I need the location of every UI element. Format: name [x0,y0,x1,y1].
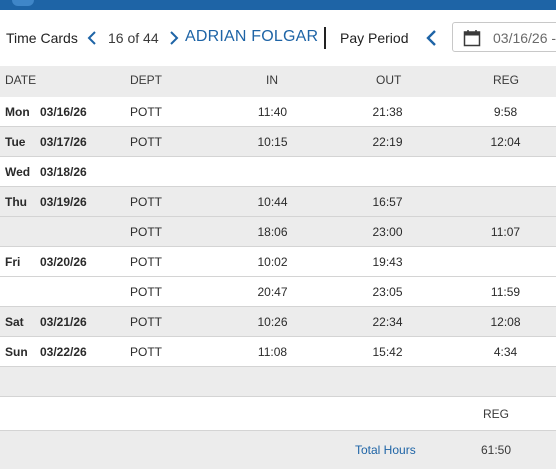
cell-reg: 9:58 [493,105,518,119]
table-row[interactable]: Mon 03/16/26 POTT 11:40 21:38 9:58 [0,97,556,127]
cell-date: 03/16/26 [40,105,87,119]
cell-day: Sat [5,315,24,329]
column-header-out: OUT [376,73,402,87]
cell-in: 20:47 [257,285,288,299]
cell-in: 10:15 [257,135,288,149]
cell-in: 11:40 [257,105,288,119]
cell-reg: 4:34 [493,345,518,359]
cell-day: Thu [5,195,27,209]
time-card-table-body: Mon 03/16/26 POTT 11:40 21:38 9:58 Tue 0… [0,97,556,367]
app-top-bar [0,0,556,10]
pay-period-date-value: 03/16/26 - [493,30,556,46]
cell-reg: 12:08 [490,315,521,329]
cell-dept: POTT [130,345,162,359]
record-counter: 16 of 44 [108,30,159,46]
cell-out: 16:57 [372,195,403,209]
toolbar-divider [324,27,326,49]
cell-in: 10:02 [257,255,288,269]
employee-name-link[interactable]: ADRIAN FOLGAR [185,28,319,45]
total-hours-row: Total Hours 61:50 [0,431,556,469]
cell-out: 15:42 [372,345,403,359]
table-row[interactable]: Thu 03/19/26 POTT 10:44 16:57 [0,187,556,217]
cell-reg: 12:04 [490,135,521,149]
cell-date: 03/18/26 [40,165,87,179]
calendar-icon [463,30,481,47]
summary-header: REG [0,397,556,431]
cell-dept: POTT [130,195,162,209]
cell-day: Wed [5,165,31,179]
cell-in: 11:08 [257,345,288,359]
cell-in: 10:44 [257,195,288,209]
cell-day: Mon [5,105,30,119]
cell-dept: POTT [130,225,162,239]
cell-out: 23:00 [372,225,403,239]
app-logo-icon [12,0,34,6]
cell-date: 03/20/26 [40,255,87,269]
table-row[interactable]: POTT 18:06 23:00 11:07 [0,217,556,247]
pay-period-label: Pay Period [340,30,409,46]
cell-date: 03/22/26 [40,345,87,359]
column-header-reg: REG [493,73,520,87]
cell-reg: 11:59 [490,285,521,299]
total-hours-value: 61:50 [481,443,512,457]
total-hours-label: Total Hours [355,443,416,457]
cell-date: 03/21/26 [40,315,87,329]
table-row[interactable]: Sat 03/21/26 POTT 10:26 22:34 12:08 [0,307,556,337]
cell-out: 22:19 [372,135,403,149]
cell-in: 18:06 [257,225,288,239]
cell-reg: 11:07 [490,225,521,239]
column-header-in: IN [266,73,278,87]
previous-period-icon[interactable] [423,27,441,49]
cell-out: 23:05 [372,285,403,299]
table-row[interactable]: Tue 03/17/26 POTT 10:15 22:19 12:04 [0,127,556,157]
table-header: DATE DEPT IN OUT REG [0,66,556,98]
cell-dept: POTT [130,315,162,329]
column-header-date: DATE [5,73,37,87]
table-row[interactable]: Wed 03/18/26 [0,157,556,187]
cell-date: 03/19/26 [40,195,87,209]
pay-period-date-picker[interactable]: 03/16/26 - [452,22,556,52]
cell-dept: POTT [130,285,162,299]
cell-out: 19:43 [372,255,403,269]
cell-dept: POTT [130,255,162,269]
cell-dept: POTT [130,135,162,149]
chevron-right-icon[interactable] [166,28,182,48]
table-row[interactable]: Sun 03/22/26 POTT 11:08 15:42 4:34 [0,337,556,367]
table-row[interactable]: Fri 03/20/26 POTT 10:02 19:43 [0,247,556,277]
cell-day: Fri [5,255,21,269]
cell-day: Sun [5,345,28,359]
cell-out: 21:38 [372,105,403,119]
cell-in: 10:26 [257,315,288,329]
empty-row [0,367,556,397]
cell-out: 22:34 [372,315,403,329]
column-header-dept: DEPT [130,73,163,87]
page-title: Time Cards [6,30,78,46]
chevron-left-icon[interactable] [84,28,100,48]
table-row[interactable]: POTT 20:47 23:05 11:59 [0,277,556,307]
time-card-toolbar: Time Cards 16 of 44 ADRIAN FOLGAR Pay Pe… [0,10,556,66]
summary-reg-header: REG [483,407,510,421]
cell-dept: POTT [130,105,162,119]
cell-day: Tue [5,135,26,149]
cell-date: 03/17/26 [40,135,87,149]
